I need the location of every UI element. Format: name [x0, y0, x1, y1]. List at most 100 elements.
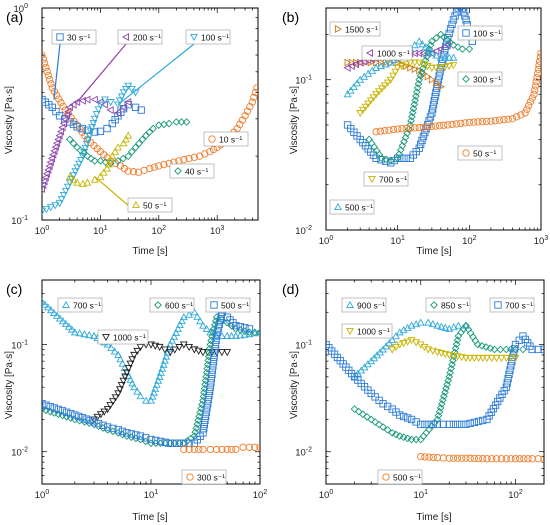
- data-point: [461, 119, 469, 127]
- x-tick-label: 102: [152, 225, 167, 237]
- data-point: [437, 322, 446, 330]
- data-point: [223, 349, 232, 357]
- data-point: [90, 115, 99, 123]
- data-point: [212, 313, 221, 322]
- data-point: [534, 69, 541, 78]
- data-point: [96, 411, 105, 419]
- data-point: [256, 328, 260, 337]
- series-triangle-up: [42, 297, 260, 404]
- data-point: [215, 320, 224, 328]
- legend-marker: [462, 75, 470, 83]
- data-point: [206, 148, 214, 156]
- data-point: [106, 106, 114, 115]
- data-point: [395, 432, 404, 440]
- data-point: [46, 306, 55, 314]
- panel-label-a: (a): [6, 9, 23, 25]
- data-point: [131, 103, 140, 111]
- data-point: [201, 416, 209, 425]
- data-point: [52, 91, 61, 99]
- data-point: [42, 406, 50, 415]
- x-tick-label: 102: [253, 489, 268, 501]
- data-point: [231, 331, 240, 340]
- legend-box: [127, 197, 173, 213]
- data-point: [117, 381, 126, 390]
- data-point: [428, 37, 436, 46]
- legend-marker: [56, 33, 64, 41]
- data-point: [78, 179, 87, 187]
- data-point: [361, 103, 370, 111]
- data-point: [502, 455, 510, 463]
- data-point: [93, 413, 102, 421]
- data-point: [534, 65, 541, 74]
- data-point: [410, 100, 419, 109]
- data-point: [377, 85, 386, 93]
- data-point: [116, 162, 125, 170]
- legend-entry: 700 s⁻¹: [363, 171, 409, 187]
- data-point: [433, 80, 442, 88]
- data-point: [119, 103, 127, 112]
- data-point: [392, 332, 400, 340]
- data-point: [492, 455, 501, 463]
- data-point: [402, 61, 411, 69]
- data-point: [142, 396, 150, 404]
- data-point: [193, 312, 202, 320]
- data-point: [241, 324, 249, 332]
- data-point: [359, 410, 367, 419]
- data-point: [136, 392, 145, 400]
- data-point: [160, 160, 168, 169]
- legend-label: 1500 s⁻¹: [345, 25, 378, 35]
- data-point: [191, 428, 200, 436]
- data-point: [172, 328, 180, 336]
- data-point: [122, 369, 131, 377]
- data-point: [380, 82, 389, 90]
- data-point: [433, 454, 442, 462]
- data-point: [206, 445, 214, 454]
- data-point: [175, 320, 184, 329]
- legend-label: 100 s⁻¹: [473, 29, 501, 39]
- data-point: [395, 341, 404, 349]
- data-point: [67, 325, 76, 333]
- data-point: [130, 351, 139, 360]
- y-tick-label: 10-1: [11, 340, 28, 352]
- data-point: [534, 455, 542, 463]
- data-point: [430, 97, 438, 105]
- data-point: [488, 455, 496, 463]
- legend-entry: 200 s⁻¹: [76, 29, 163, 103]
- series-layer: [42, 297, 260, 454]
- data-point: [55, 131, 63, 140]
- data-point: [367, 415, 376, 424]
- data-point: [42, 181, 47, 190]
- legend-marker: [365, 49, 374, 57]
- data-point: [428, 109, 436, 117]
- legend-leader-line: [53, 43, 61, 100]
- data-point: [524, 455, 532, 463]
- data-point: [391, 68, 400, 76]
- data-point: [454, 43, 462, 51]
- data-point: [185, 310, 194, 318]
- data-point: [156, 437, 165, 446]
- legend-entry: 600 s⁻¹: [149, 297, 195, 313]
- data-point: [166, 340, 175, 348]
- y-tick-label: 10-1: [11, 215, 28, 227]
- data-point: [96, 101, 105, 109]
- data-point: [343, 90, 352, 98]
- data-point: [94, 419, 103, 428]
- data-point: [388, 346, 397, 354]
- data-point: [439, 55, 447, 63]
- legend-leader-line: [117, 43, 195, 106]
- data-point: [223, 445, 231, 454]
- data-point: [495, 116, 504, 124]
- data-point: [350, 405, 359, 413]
- legend-box: [425, 297, 471, 313]
- data-point: [458, 8, 467, 12]
- data-point: [100, 408, 109, 416]
- legend-marker: [190, 33, 198, 42]
- data-point: [78, 414, 87, 422]
- data-point: [71, 411, 79, 419]
- data-point: [202, 408, 210, 416]
- panel-a: (a) 100 101 102 103 10-1 100 30 s⁻¹ 200 s⁻¹ 100 …: [4, 3, 259, 257]
- y-axis-label-d: Viscosity [Pa·s]: [289, 351, 300, 419]
- data-point: [43, 67, 51, 76]
- legend-box: [363, 171, 409, 187]
- data-point: [422, 428, 431, 437]
